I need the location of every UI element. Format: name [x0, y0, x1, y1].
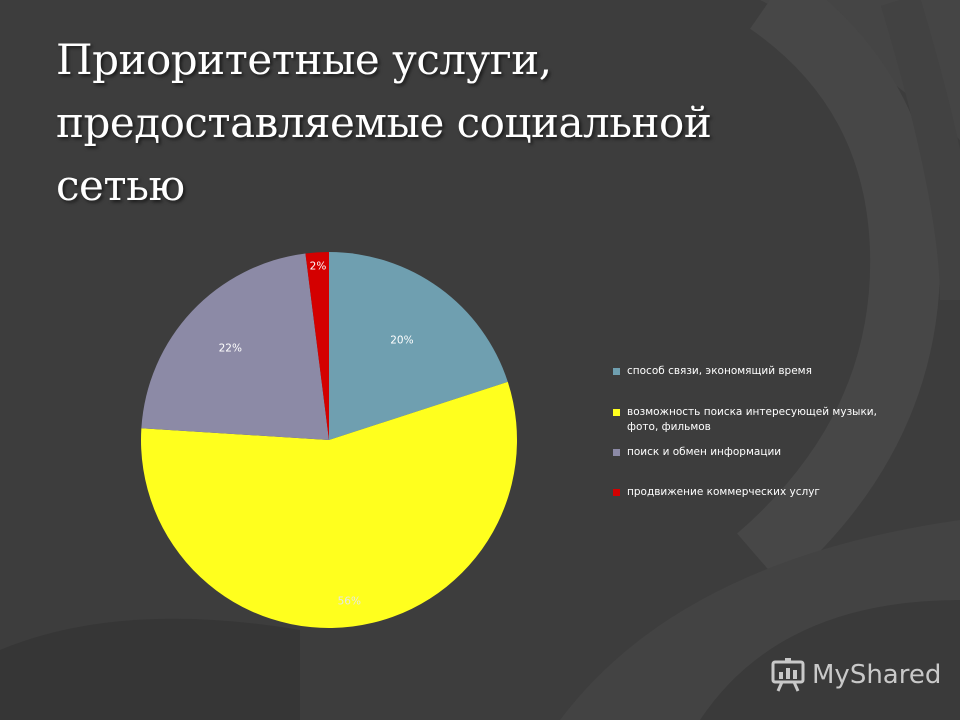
legend-swatch [613, 449, 620, 456]
legend-label: возможность поиска интересующей музыки, … [627, 406, 877, 433]
title-line-2: предоставляемые социальной [56, 98, 712, 147]
data-label: 56% [338, 595, 361, 607]
data-label: 22% [219, 342, 242, 354]
data-label: 2% [310, 261, 327, 273]
legend-swatch [613, 409, 620, 416]
legend-item: продвижение коммерческих услуг [612, 485, 877, 500]
legend-swatch [613, 489, 620, 496]
legend-item: возможность поиска интересующей музыки, … [612, 405, 877, 435]
watermark-text: MyShared [812, 660, 942, 690]
pie-slice [140, 381, 517, 628]
pie-slice [329, 252, 508, 440]
legend-item: способ связи, экономящий время [612, 364, 877, 379]
pie-slice [141, 253, 329, 440]
legend-swatch [613, 368, 620, 375]
data-label: 20% [390, 335, 413, 347]
legend-label: поиск и обмен информации [627, 446, 782, 458]
legend-label: способ связи, экономящий время [627, 365, 812, 377]
legend-label: продвижение коммерческих услуг [627, 486, 820, 498]
presentation-board-icon [771, 658, 805, 692]
legend-item: поиск и обмен информации [612, 445, 877, 460]
pie-slice [305, 252, 329, 440]
title-line-1: Приоритетные услуги, [56, 35, 552, 84]
slide-title: Приоритетные услуги, предоставляемые соц… [56, 28, 896, 217]
title-line-3: сетью [56, 161, 185, 210]
watermark: MyShared [770, 658, 941, 692]
